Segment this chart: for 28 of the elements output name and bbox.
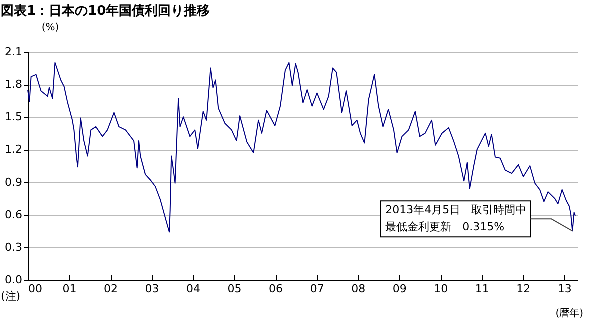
annotation: 2013年4月5日 取引時間中最低金利更新 0.315% — [386, 204, 527, 234]
y-tick-label: 0.9 — [5, 176, 22, 189]
x-tick-label: 11 — [475, 282, 490, 296]
x-tick-label: 00 — [28, 282, 42, 296]
y-axis-title: (%) — [42, 22, 60, 34]
x-tick-label: 05 — [228, 282, 242, 296]
x-tick-label: 13 — [558, 282, 572, 296]
x-tick-label: 08 — [352, 282, 366, 296]
line-series — [28, 62, 576, 233]
x-tick-label: 10 — [434, 282, 448, 296]
x-tick-label: 12 — [516, 282, 531, 296]
y-tick-label: 0.0 — [5, 274, 22, 286]
x-tick-label: 09 — [392, 282, 407, 296]
chart-title: 図表1：日本の10年国債利回り推移 — [1, 3, 210, 19]
x-tick-label: 04 — [186, 282, 201, 296]
x-axis-title: (暦年) — [556, 308, 584, 320]
y-tick-label: 1.2 — [5, 143, 22, 156]
x-tick-label: 07 — [310, 282, 324, 296]
y-tick-label: 2.1 — [5, 46, 22, 58]
y-tick-label: 0.6 — [5, 208, 22, 222]
y-tick-label: 0.3 — [5, 240, 22, 254]
x-tick-label: 01 — [62, 282, 77, 296]
x-tick-label: 02 — [104, 282, 118, 296]
text: (注) — [1, 290, 21, 303]
y-tick-label: 1.8 — [5, 78, 22, 92]
x-tick-label: 06 — [269, 282, 284, 296]
y-tick-label: 1.5 — [5, 110, 22, 124]
x-tick-label: 03 — [145, 282, 160, 296]
